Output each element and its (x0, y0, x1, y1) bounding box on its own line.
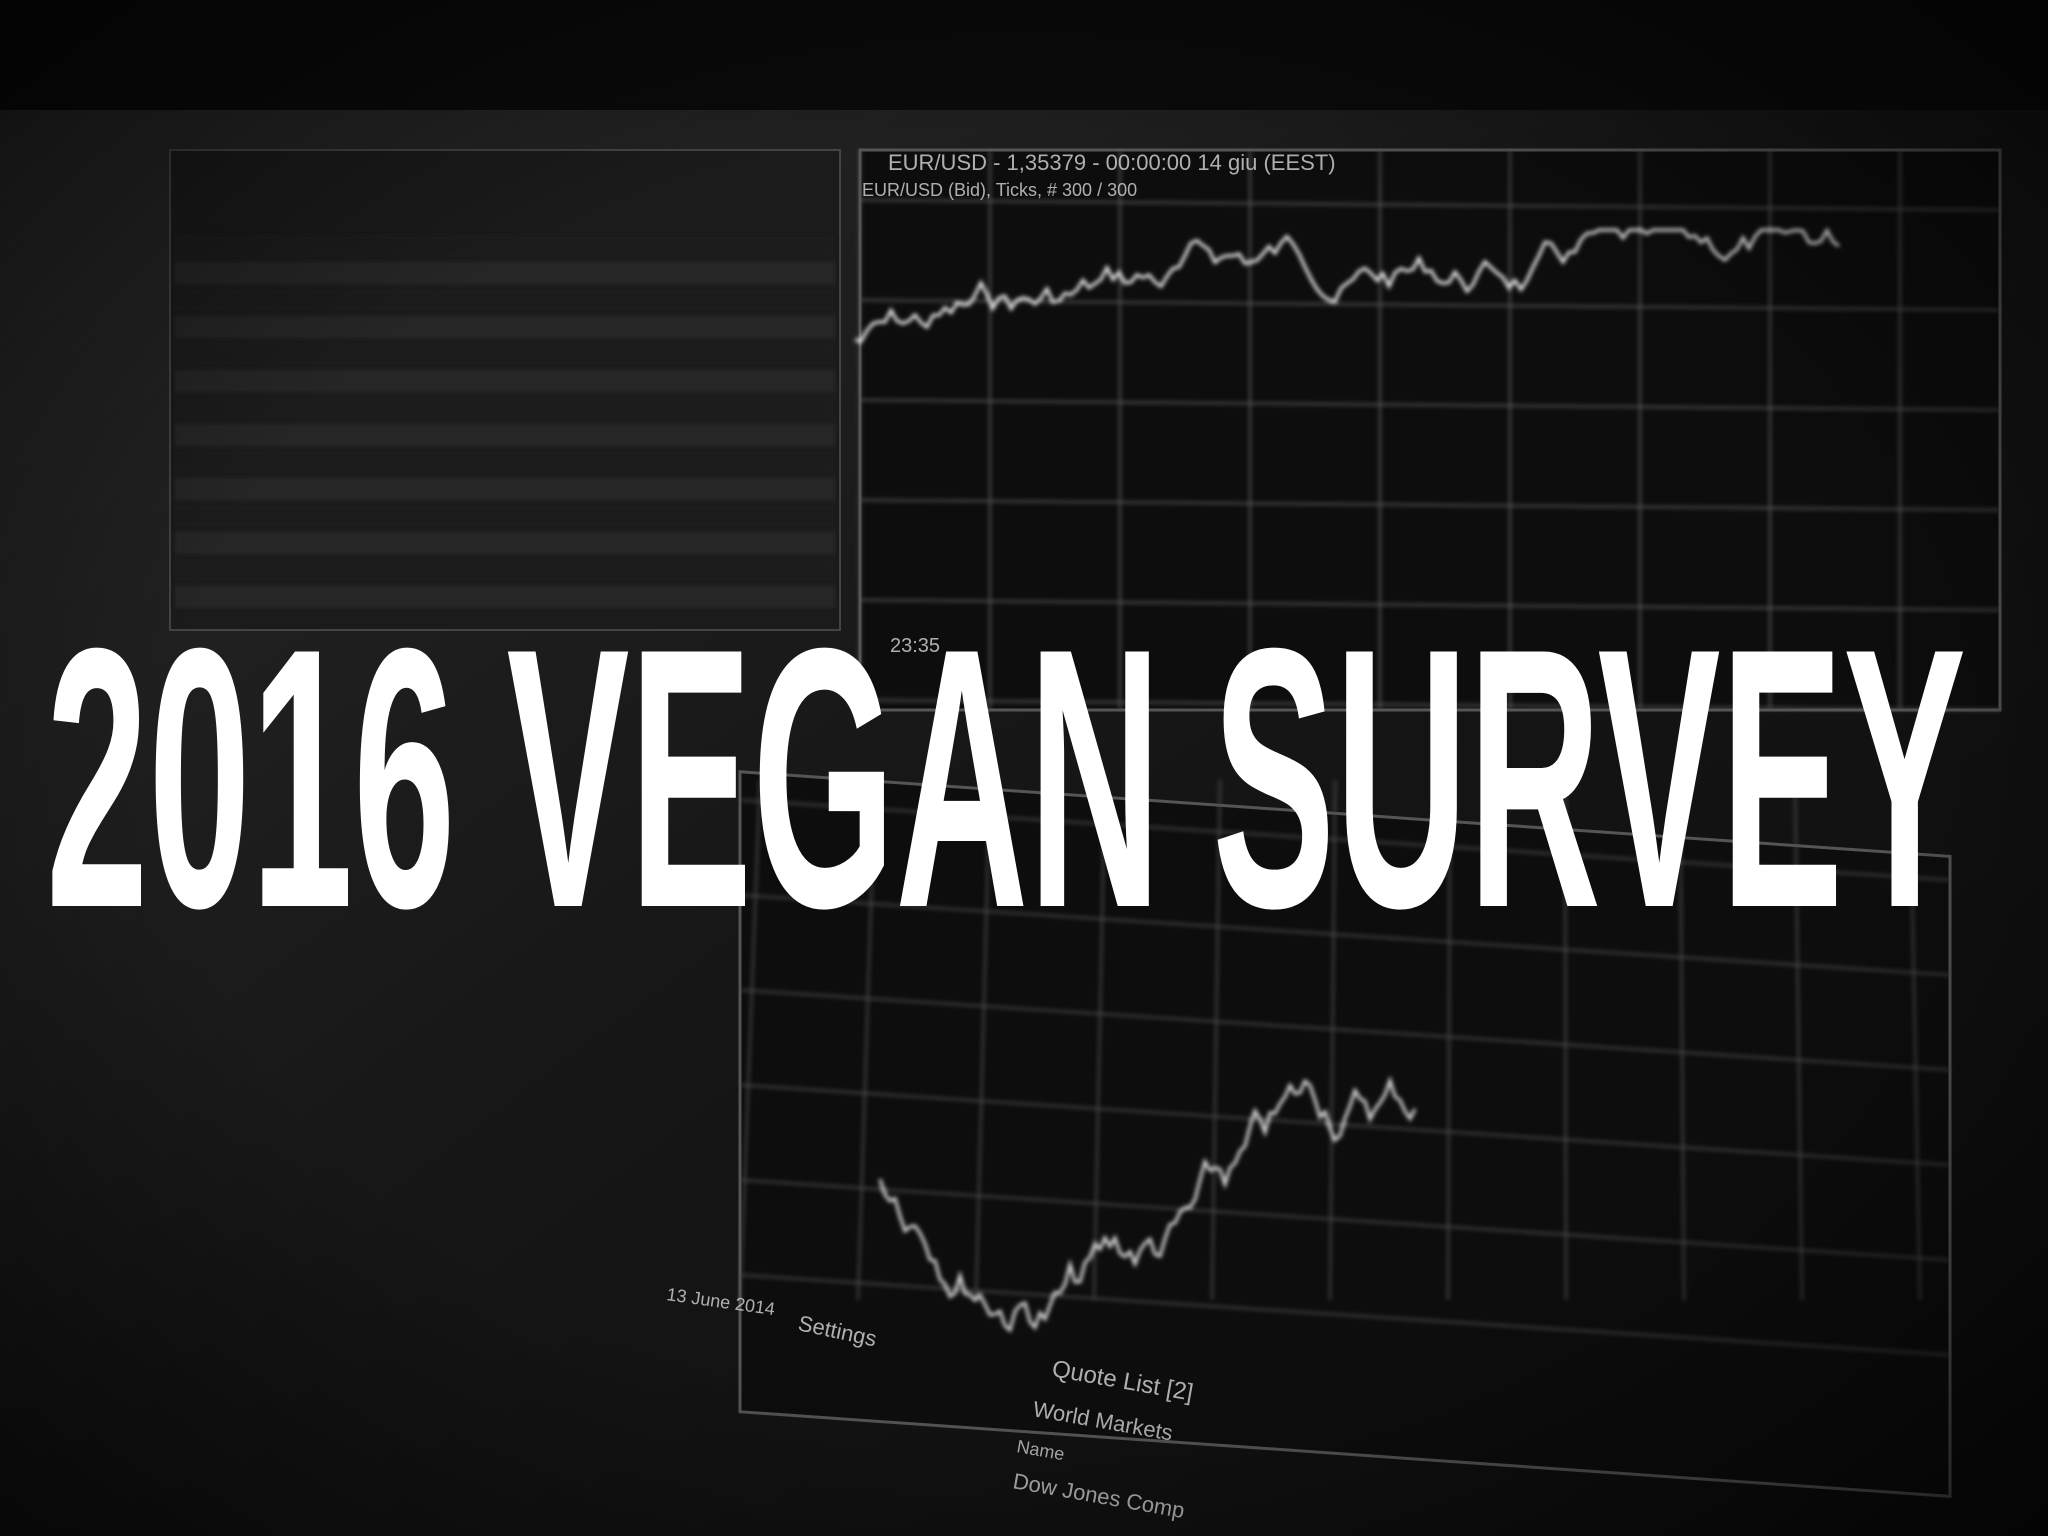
title: 2016 VEGAN SURVEY (46, 572, 1966, 985)
